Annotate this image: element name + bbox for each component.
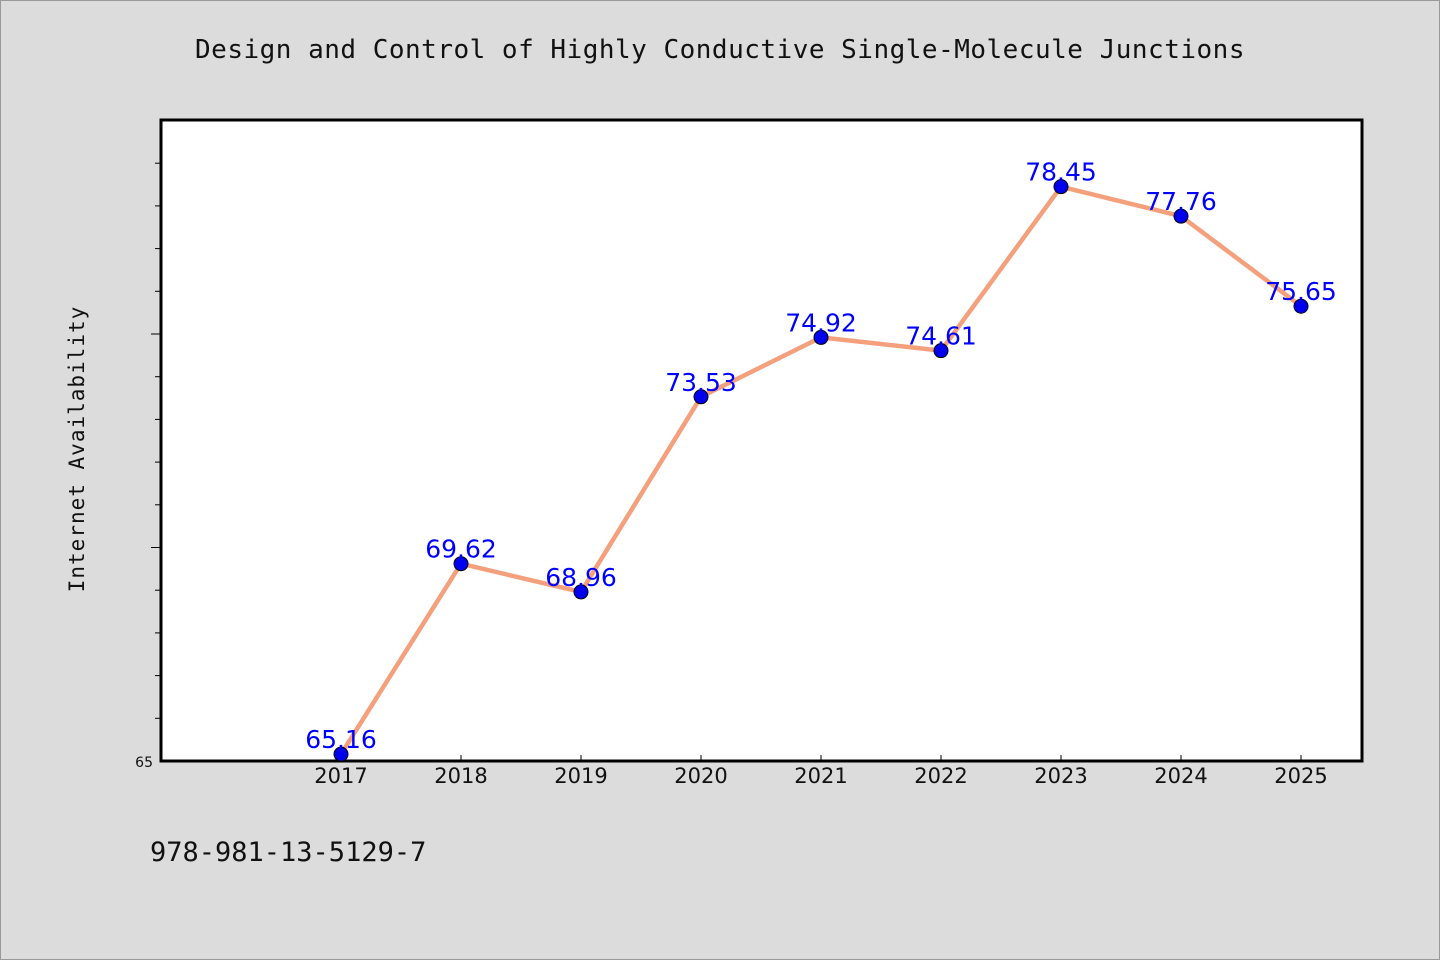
data-point xyxy=(933,343,949,359)
x-tick-label: 2020 xyxy=(674,764,727,788)
data-point xyxy=(1293,298,1309,314)
data-label: 68.96 xyxy=(545,563,617,592)
data-point xyxy=(693,389,709,405)
x-tick-label: 2022 xyxy=(914,764,967,788)
x-tick-label: 2019 xyxy=(554,764,607,788)
data-point xyxy=(1173,208,1189,224)
x-tick-label: 2018 xyxy=(434,764,487,788)
data-point xyxy=(453,556,469,572)
data-point xyxy=(813,329,829,345)
markers xyxy=(333,179,1309,762)
y-tick-label: 65 xyxy=(135,755,153,771)
x-tick-label: 2025 xyxy=(1274,764,1327,788)
data-labels: 65.16 69.62 68.96 73.53 74.92 74.61 78.45 77.76… xyxy=(305,158,1337,754)
x-tick-label: 2021 xyxy=(794,764,847,788)
y-ticks: 65 xyxy=(135,162,161,771)
plot-area xyxy=(159,118,1364,763)
x-tick-label: 2017 xyxy=(314,764,367,788)
chart-title: Design and Control of Highly Conductive … xyxy=(195,35,1245,65)
data-label: 77.76 xyxy=(1145,187,1217,216)
data-label: 69.62 xyxy=(425,535,497,564)
x-tick-label: 2024 xyxy=(1154,764,1207,788)
data-label: 73.53 xyxy=(665,368,737,397)
x-tick-labels: 2017 2018 2019 2020 2021 2022 2023 2024 2025 xyxy=(314,755,1328,788)
data-label: 65.16 xyxy=(305,725,377,754)
data-label: 75.65 xyxy=(1265,277,1337,306)
x-tick-label: 2023 xyxy=(1034,764,1087,788)
data-point xyxy=(333,746,349,762)
data-label: 74.92 xyxy=(785,308,857,337)
footnote-isbn: 978-981-13-5129-7 xyxy=(150,837,427,868)
data-label: 78.45 xyxy=(1025,158,1097,187)
data-point xyxy=(573,584,589,600)
data-label: 74.61 xyxy=(905,322,977,351)
data-point xyxy=(1053,179,1069,195)
